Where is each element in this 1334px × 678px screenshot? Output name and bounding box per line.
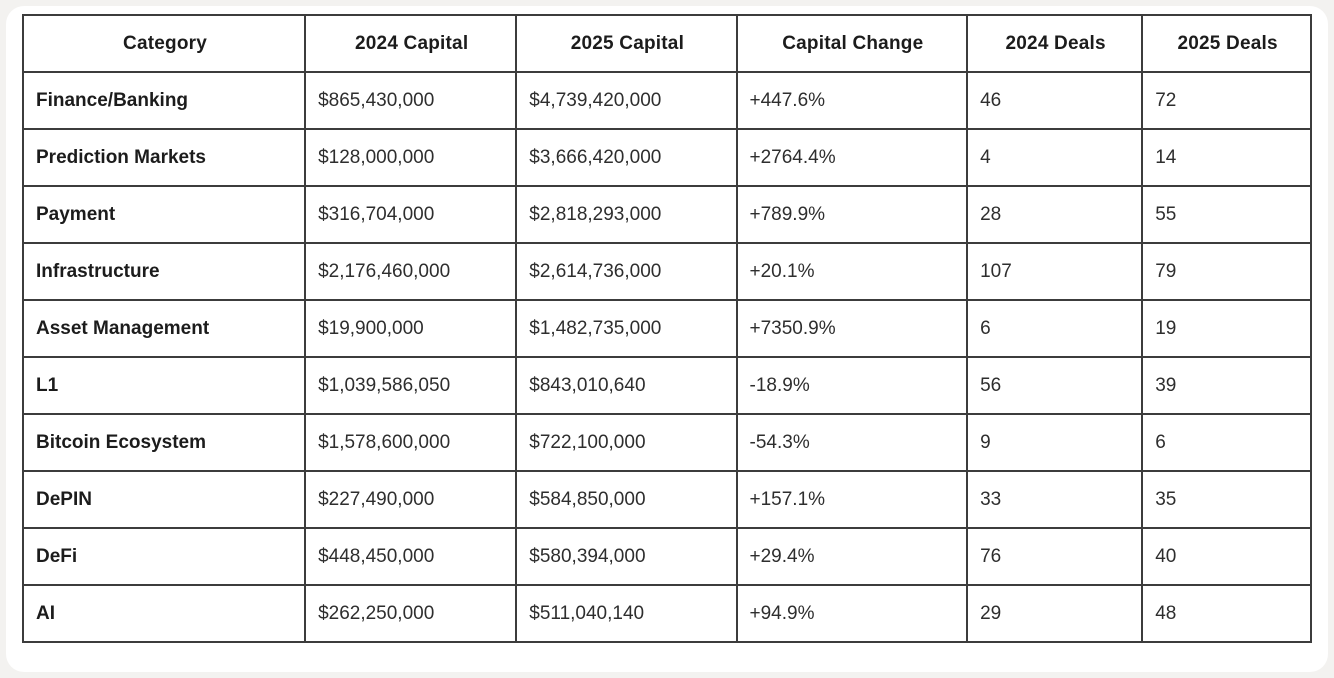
cell-capital-change: -18.9% — [735, 356, 969, 415]
table-row: Bitcoin Ecosystem $1,578,600,000 $722,10… — [21, 413, 1312, 472]
cell-2024-deals: 76 — [966, 527, 1144, 586]
cell-2025-capital: $580,394,000 — [515, 527, 738, 586]
cell-2025-deals: 55 — [1141, 185, 1312, 244]
content-card: Category 2024 Capital 2025 Capital Capit… — [6, 6, 1328, 672]
cell-capital-change: +2764.4% — [735, 128, 969, 187]
cell-2024-capital: $2,176,460,000 — [304, 242, 518, 301]
cell-category: AI — [21, 584, 307, 643]
cell-category: DePIN — [21, 470, 307, 529]
cell-2024-capital: $128,000,000 — [304, 128, 518, 187]
column-header-category: Category — [21, 14, 307, 73]
cell-2025-capital: $3,666,420,000 — [515, 128, 738, 187]
cell-2025-capital: $2,818,293,000 — [515, 185, 738, 244]
cell-2024-deals: 4 — [966, 128, 1144, 187]
table-row: AI $262,250,000 $511,040,140 +94.9% 29 4… — [21, 584, 1312, 643]
cell-2024-capital: $316,704,000 — [304, 185, 518, 244]
cell-2025-capital: $843,010,640 — [515, 356, 738, 415]
cell-capital-change: -54.3% — [735, 413, 969, 472]
table-row: DePIN $227,490,000 $584,850,000 +157.1% … — [21, 470, 1312, 529]
cell-2024-deals: 9 — [966, 413, 1144, 472]
cell-2025-capital: $1,482,735,000 — [515, 299, 738, 358]
table-row: Prediction Markets $128,000,000 $3,666,4… — [21, 128, 1312, 187]
column-header-capital-change: Capital Change — [735, 14, 969, 73]
cell-2024-deals: 6 — [966, 299, 1144, 358]
cell-2024-deals: 56 — [966, 356, 1144, 415]
cell-capital-change: +29.4% — [735, 527, 969, 586]
cell-2024-deals: 46 — [966, 71, 1144, 130]
column-header-2024-capital: 2024 Capital — [304, 14, 518, 73]
cell-2025-deals: 6 — [1141, 413, 1312, 472]
cell-2025-deals: 48 — [1141, 584, 1312, 643]
cell-2024-capital: $865,430,000 — [304, 71, 518, 130]
cell-2024-capital: $19,900,000 — [304, 299, 518, 358]
cell-category: Infrastructure — [21, 242, 307, 301]
column-header-2024-deals: 2024 Deals — [966, 14, 1144, 73]
cell-2025-capital: $2,614,736,000 — [515, 242, 738, 301]
cell-2025-deals: 79 — [1141, 242, 1312, 301]
cell-2024-deals: 107 — [966, 242, 1144, 301]
cell-2024-capital: $1,039,586,050 — [304, 356, 518, 415]
table-header-row: Category 2024 Capital 2025 Capital Capit… — [21, 14, 1312, 73]
capital-deals-table: Category 2024 Capital 2025 Capital Capit… — [21, 14, 1312, 643]
cell-2025-deals: 39 — [1141, 356, 1312, 415]
cell-2024-deals: 28 — [966, 185, 1144, 244]
cell-2024-capital: $262,250,000 — [304, 584, 518, 643]
table-row: DeFi $448,450,000 $580,394,000 +29.4% 76… — [21, 527, 1312, 586]
cell-2025-capital: $511,040,140 — [515, 584, 738, 643]
cell-category: Bitcoin Ecosystem — [21, 413, 307, 472]
cell-category: DeFi — [21, 527, 307, 586]
table-row: Finance/Banking $865,430,000 $4,739,420,… — [21, 71, 1312, 130]
cell-category: L1 — [21, 356, 307, 415]
cell-2024-deals: 33 — [966, 470, 1144, 529]
cell-capital-change: +94.9% — [735, 584, 969, 643]
cell-category: Payment — [21, 185, 307, 244]
table-row: Infrastructure $2,176,460,000 $2,614,736… — [21, 242, 1312, 301]
cell-capital-change: +7350.9% — [735, 299, 969, 358]
cell-capital-change: +20.1% — [735, 242, 969, 301]
cell-2024-capital: $1,578,600,000 — [304, 413, 518, 472]
table-row: Payment $316,704,000 $2,818,293,000 +789… — [21, 185, 1312, 244]
cell-capital-change: +157.1% — [735, 470, 969, 529]
table-row: Asset Management $19,900,000 $1,482,735,… — [21, 299, 1312, 358]
cell-capital-change: +447.6% — [735, 71, 969, 130]
cell-capital-change: +789.9% — [735, 185, 969, 244]
cell-2025-deals: 72 — [1141, 71, 1312, 130]
cell-2025-capital: $4,739,420,000 — [515, 71, 738, 130]
cell-2025-deals: 40 — [1141, 527, 1312, 586]
cell-2025-deals: 19 — [1141, 299, 1312, 358]
cell-2025-capital: $584,850,000 — [515, 470, 738, 529]
cell-2024-capital: $227,490,000 — [304, 470, 518, 529]
cell-2025-deals: 14 — [1141, 128, 1312, 187]
cell-category: Asset Management — [21, 299, 307, 358]
column-header-2025-deals: 2025 Deals — [1141, 14, 1312, 73]
cell-2024-capital: $448,450,000 — [304, 527, 518, 586]
cell-category: Prediction Markets — [21, 128, 307, 187]
cell-2025-capital: $722,100,000 — [515, 413, 738, 472]
column-header-2025-capital: 2025 Capital — [515, 14, 738, 73]
table-row: L1 $1,039,586,050 $843,010,640 -18.9% 56… — [21, 356, 1312, 415]
cell-category: Finance/Banking — [21, 71, 307, 130]
cell-2024-deals: 29 — [966, 584, 1144, 643]
cell-2025-deals: 35 — [1141, 470, 1312, 529]
